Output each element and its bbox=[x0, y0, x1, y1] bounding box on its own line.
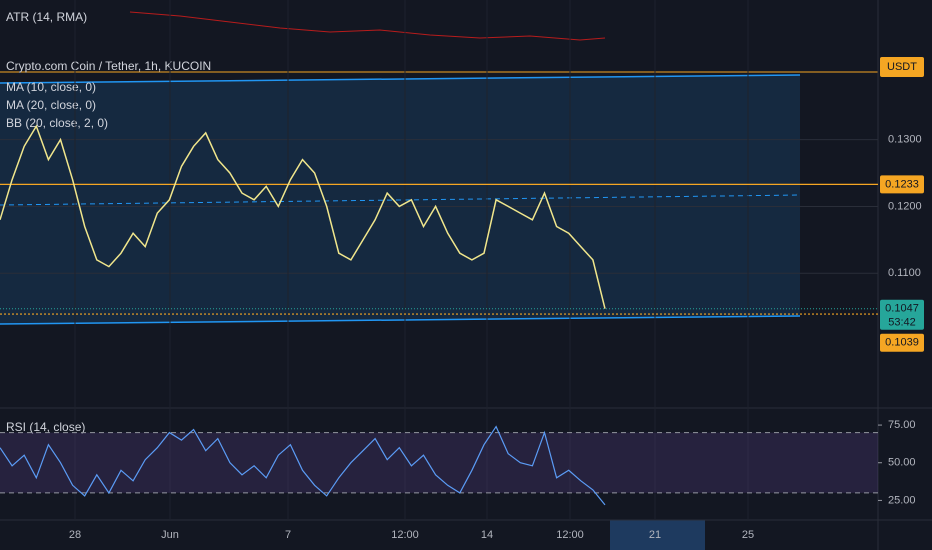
price-line bbox=[0, 124, 606, 309]
x-tick-label: 21 bbox=[649, 529, 661, 541]
x-tick-label: 12:00 bbox=[391, 529, 419, 541]
last-price-label: 0.1047 bbox=[885, 303, 919, 315]
indicator-label: MA (20, close, 0) bbox=[6, 98, 96, 112]
currency: USDT bbox=[887, 61, 917, 73]
x-tick-label: 14 bbox=[481, 529, 493, 541]
rsi-tick-label: 25.00 bbox=[888, 494, 916, 506]
level-box bbox=[880, 175, 924, 194]
atr-label: ATR (14, RMA) bbox=[6, 10, 87, 24]
rsi-tick-label: 75.00 bbox=[888, 419, 916, 431]
rsi-line bbox=[0, 425, 606, 506]
indicator-label: BB (20, close, 2, 0) bbox=[6, 116, 108, 130]
indicator-label: MA (10, close, 0) bbox=[6, 80, 96, 94]
level-box bbox=[880, 333, 924, 352]
level-label: 0.1233 bbox=[885, 178, 919, 190]
x-tick-label: 12:00 bbox=[556, 529, 584, 541]
channel-top bbox=[0, 74, 801, 84]
x-tick-label: Jun bbox=[161, 529, 179, 541]
channel-bottom bbox=[0, 315, 801, 325]
x-tick-label: 25 bbox=[742, 529, 754, 541]
rsi-label: RSI (14, close) bbox=[6, 420, 85, 434]
countdown: 53:42 bbox=[888, 317, 916, 329]
x-tick-label: 7 bbox=[285, 529, 291, 541]
level-label: 0.1039 bbox=[885, 337, 919, 349]
chart-title: Crypto.com Coin / Tether, 1h, KUCOIN bbox=[6, 59, 211, 73]
y-tick-label: 0.1100 bbox=[888, 267, 921, 279]
atr-line bbox=[129, 11, 606, 41]
y-tick-label: 0.1300 bbox=[888, 133, 922, 145]
rsi-band bbox=[0, 432, 878, 493]
x-tick-label: 28 bbox=[69, 529, 81, 541]
currency-box bbox=[880, 57, 924, 77]
channel-mid bbox=[0, 194, 801, 206]
last-price-box bbox=[880, 299, 924, 330]
y-tick-label: 0.1200 bbox=[888, 200, 922, 212]
rsi-tick-label: 50.00 bbox=[888, 457, 916, 469]
date-highlight bbox=[610, 520, 705, 550]
